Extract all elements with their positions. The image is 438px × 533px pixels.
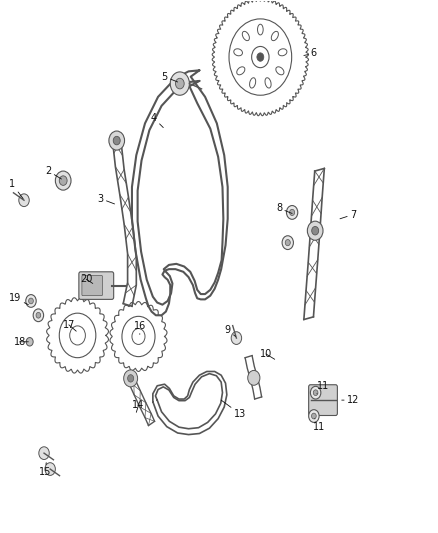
Circle shape (257, 53, 264, 61)
Text: 11: 11 (317, 381, 328, 394)
Circle shape (285, 239, 290, 246)
Text: 13: 13 (221, 400, 246, 419)
FancyBboxPatch shape (309, 385, 337, 416)
Circle shape (311, 413, 316, 419)
Text: 8: 8 (276, 203, 292, 214)
Text: 11: 11 (313, 419, 325, 432)
Circle shape (309, 410, 319, 422)
Text: 18: 18 (14, 337, 28, 347)
Circle shape (307, 221, 323, 240)
Circle shape (127, 375, 134, 382)
Circle shape (282, 236, 293, 249)
Text: 1: 1 (9, 179, 23, 199)
Text: 2: 2 (45, 166, 61, 179)
Circle shape (124, 370, 138, 387)
FancyBboxPatch shape (79, 272, 114, 300)
Text: 19: 19 (9, 293, 28, 305)
Text: 16: 16 (134, 321, 146, 334)
Text: 12: 12 (342, 395, 359, 405)
Circle shape (45, 463, 55, 475)
Text: 7: 7 (340, 209, 356, 220)
Circle shape (286, 206, 298, 219)
Circle shape (109, 131, 124, 150)
FancyBboxPatch shape (82, 276, 102, 296)
Text: 10: 10 (260, 349, 275, 359)
Text: 14: 14 (132, 400, 145, 413)
Circle shape (313, 390, 318, 395)
Circle shape (33, 309, 44, 321)
Circle shape (55, 171, 71, 190)
Text: 4: 4 (151, 113, 163, 127)
Circle shape (28, 298, 33, 304)
Text: 5: 5 (162, 71, 178, 82)
Text: 9: 9 (225, 325, 236, 336)
Circle shape (26, 295, 36, 308)
Circle shape (231, 332, 242, 344)
Circle shape (39, 447, 49, 459)
Circle shape (170, 72, 189, 95)
Text: 15: 15 (39, 463, 51, 477)
Text: 3: 3 (98, 193, 115, 204)
Circle shape (290, 209, 295, 215)
Text: 20: 20 (80, 274, 93, 284)
Circle shape (26, 337, 33, 346)
Text: 17: 17 (63, 320, 76, 331)
Circle shape (113, 136, 120, 145)
Circle shape (311, 386, 321, 399)
Circle shape (248, 370, 260, 385)
Text: 6: 6 (304, 49, 317, 58)
Circle shape (19, 194, 29, 207)
Circle shape (36, 312, 41, 318)
Circle shape (176, 78, 184, 89)
Circle shape (59, 176, 67, 185)
Circle shape (312, 227, 319, 235)
